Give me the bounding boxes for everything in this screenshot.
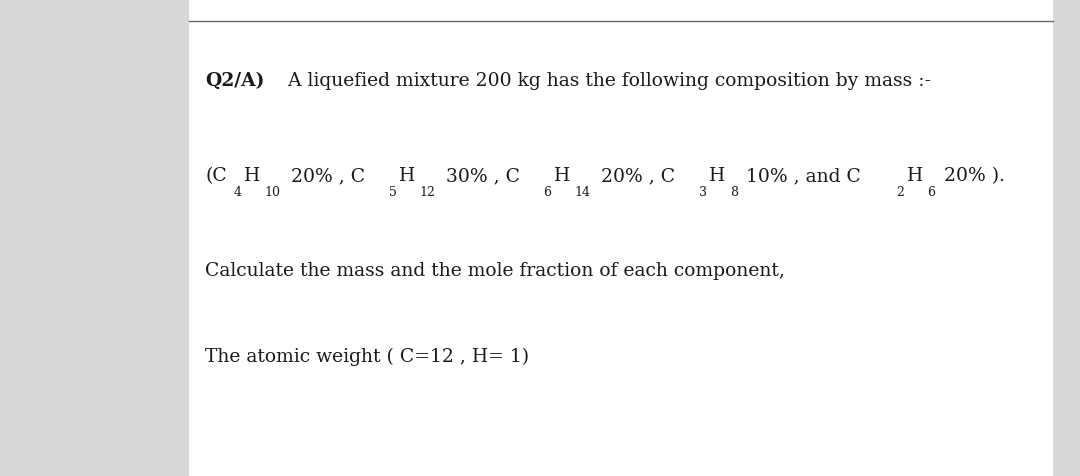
Text: A liquefied mixture 200 kg has the following composition by mass :-: A liquefied mixture 200 kg has the follo… [282, 72, 931, 89]
Text: 14: 14 [575, 186, 591, 199]
Text: 5: 5 [389, 186, 396, 199]
Text: H: H [710, 167, 726, 185]
Text: Calculate the mass and the mole fraction of each component,: Calculate the mass and the mole fraction… [205, 262, 785, 280]
Text: 20% , C: 20% , C [595, 167, 675, 185]
Text: (C: (C [205, 167, 227, 185]
Text: H: H [399, 167, 415, 185]
Text: 8: 8 [730, 186, 738, 199]
Text: 12: 12 [420, 186, 435, 199]
Text: H: H [906, 167, 922, 185]
Text: 6: 6 [928, 186, 935, 199]
Text: 2: 2 [896, 186, 904, 199]
Text: Q2/A): Q2/A) [205, 72, 265, 89]
Text: 30% , C: 30% , C [441, 167, 521, 185]
Text: H: H [554, 167, 570, 185]
Text: 20% , C: 20% , C [285, 167, 365, 185]
Text: 4: 4 [233, 186, 241, 199]
Text: 6: 6 [543, 186, 552, 199]
Text: 3: 3 [699, 186, 706, 199]
Text: H: H [244, 167, 260, 185]
Text: 10% , and C: 10% , and C [741, 167, 861, 185]
Text: 20% ).: 20% ). [937, 167, 1004, 185]
FancyBboxPatch shape [189, 0, 1053, 476]
Text: 10: 10 [265, 186, 281, 199]
Text: The atomic weight ( C=12 , H= 1): The atomic weight ( C=12 , H= 1) [205, 347, 529, 366]
